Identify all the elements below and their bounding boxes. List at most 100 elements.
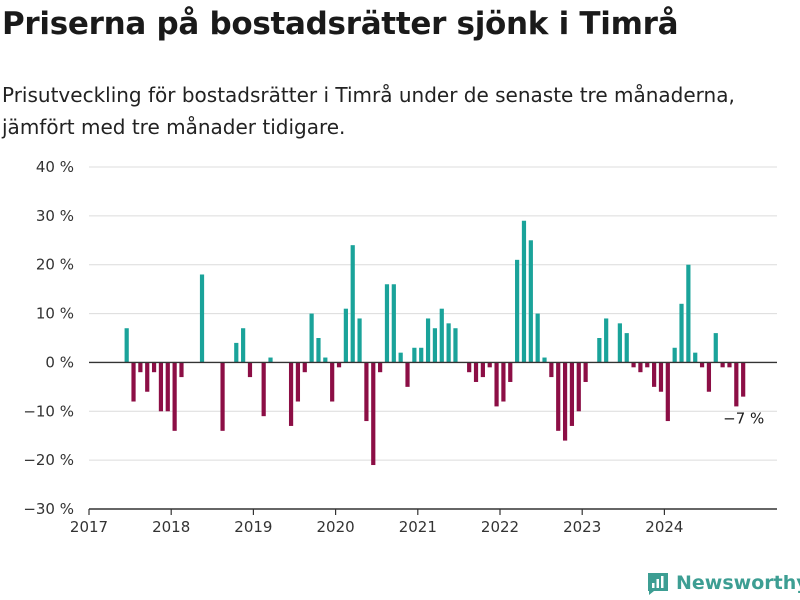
bar [576,362,581,412]
bar [384,284,390,363]
bar [453,328,458,363]
bar [556,362,561,431]
bar [295,362,301,402]
bar [412,347,417,363]
chart-subtitle: Prisutveckling för bostadsrätter i Timrå… [2,83,735,139]
newsworthy-logo-icon [648,573,668,595]
bar [371,362,376,466]
bar [350,245,355,363]
bar [378,362,383,373]
bar [261,362,266,417]
bar [336,362,342,368]
x-tick-label: 2017 [70,518,108,536]
y-tick-label: 0 % [45,353,74,371]
bar [446,323,451,363]
bar [425,318,431,363]
bar [165,362,170,412]
bar [617,323,622,363]
y-tick-label: −10 % [23,402,74,420]
bar [439,308,444,363]
bar [604,318,609,363]
bar [686,264,691,363]
bar [323,357,328,363]
bar [357,318,362,363]
bar [528,240,533,363]
bar [432,328,438,363]
bar [172,362,177,431]
bar [179,362,184,378]
bar [480,362,485,378]
x-tick-label: 2024 [645,518,683,536]
bar [549,362,554,378]
x-tick-label: 2021 [399,518,437,536]
bar [268,357,273,363]
bar [542,357,547,363]
bar [473,362,479,382]
y-tick-label: −20 % [23,451,74,469]
bar [508,362,513,382]
bar [583,362,588,382]
y-tick-label: 40 % [36,158,74,176]
bar [316,338,321,363]
x-tick-label: 2019 [234,518,272,536]
y-tick-label: −30 % [23,500,74,518]
x-tick-label: 2018 [152,518,190,536]
bar [241,328,246,363]
bar [343,308,348,363]
y-tick-label: 20 % [36,256,74,274]
bar [398,352,403,363]
bar [535,313,540,363]
bar [467,362,472,373]
bar [124,328,129,363]
bar [652,362,657,387]
bar [727,362,732,368]
bar [302,362,307,373]
x-tick-label: 2023 [563,518,601,536]
bar [220,362,225,431]
bar [364,362,369,422]
bar [419,347,424,363]
bar [569,362,575,426]
bar [720,362,725,368]
bar [597,338,602,363]
bar [131,362,136,402]
bar [706,362,712,392]
bar [741,362,746,397]
bar [199,274,205,363]
bar [699,362,705,368]
x-tick-label: 2022 [481,518,519,536]
bar [151,362,157,373]
bar [515,259,520,363]
brand-name: Newsworthy [676,572,800,594]
bar [624,333,629,363]
y-tick-label: 30 % [36,207,74,225]
bar [672,347,677,363]
bar [145,362,150,392]
bar [658,362,664,392]
bar [713,333,718,363]
bar [247,362,253,378]
bar [638,362,643,373]
bar [631,362,636,368]
bar [494,362,499,407]
bar [734,362,739,407]
y-tick-label: 10 % [36,305,74,323]
bar [138,362,143,373]
x-tick-label: 2020 [317,518,355,536]
bar [645,362,650,368]
chart-title: Priserna på bostadsrätter sjönk i Timrå [2,6,679,42]
bar [288,362,294,426]
bar [330,362,335,402]
bar [391,284,396,363]
bar [487,362,492,368]
bar [562,362,568,441]
bar [521,220,527,363]
bar [501,362,506,402]
brand-logo: Newsworthy [646,570,800,596]
bar [665,362,670,422]
bar [158,362,164,412]
bar [234,342,239,363]
bar [679,303,684,363]
last-value-annotation: −7 % [723,410,764,428]
